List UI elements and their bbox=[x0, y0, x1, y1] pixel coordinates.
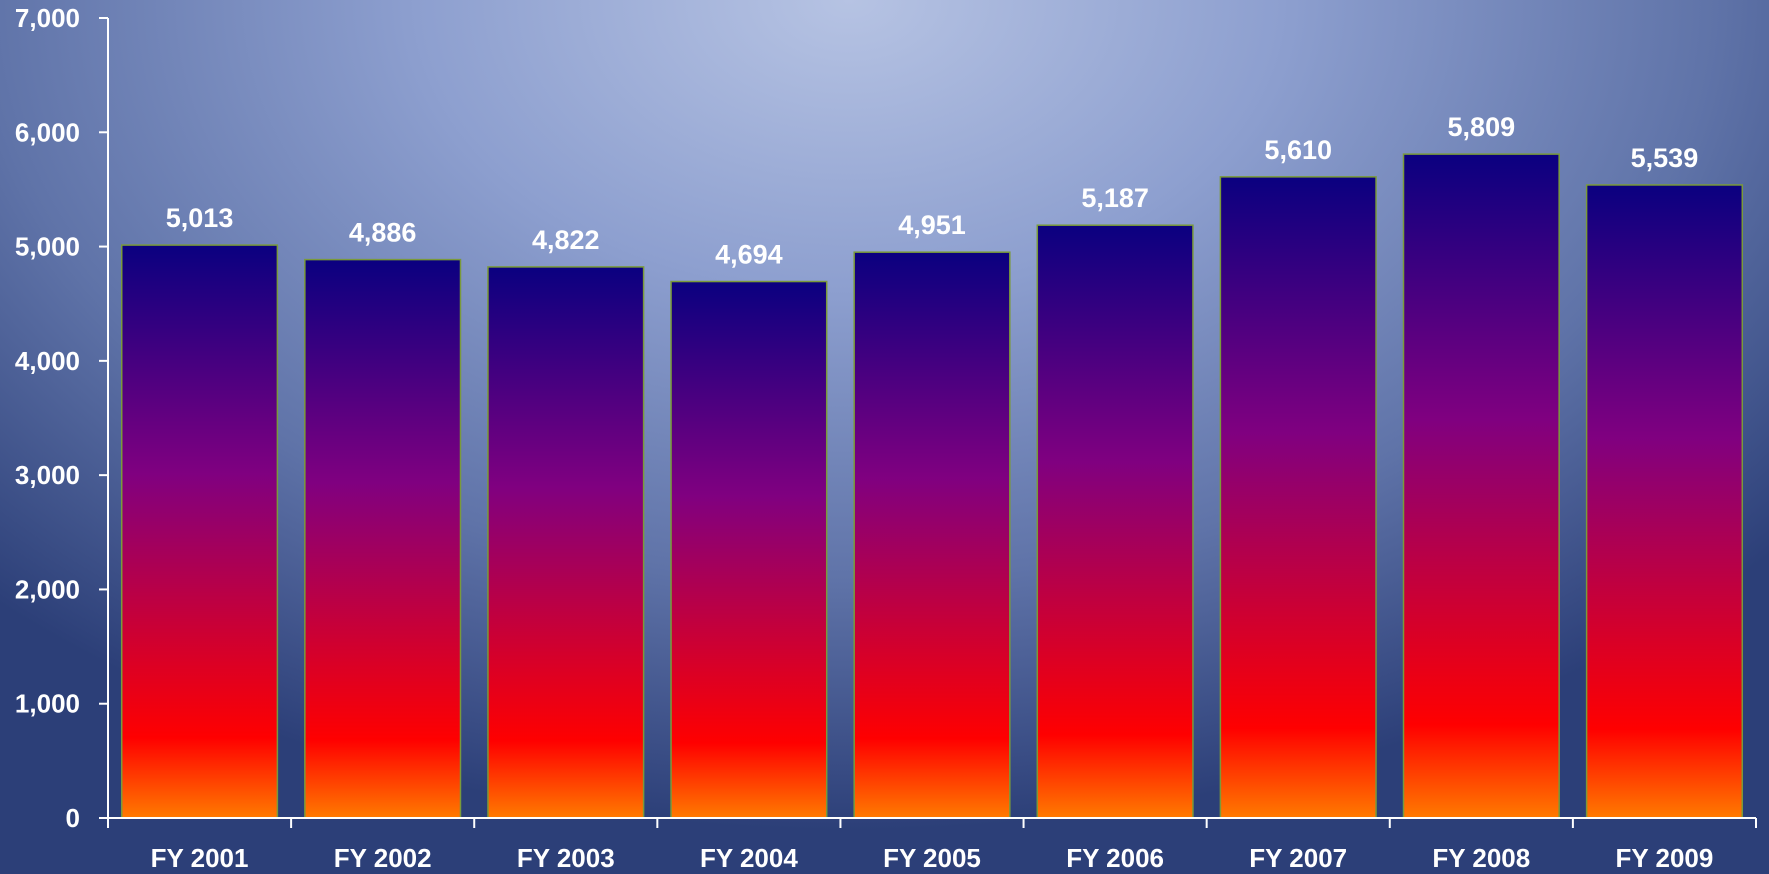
labels-group: 5,013 FY 2001 4,886 FY 2002 4,822 FY 2003 4,69… bbox=[15, 3, 1713, 873]
bar bbox=[120, 244, 279, 819]
y-tick-label: 3,000 bbox=[15, 460, 80, 490]
bar bbox=[304, 258, 462, 819]
bar bbox=[853, 251, 1011, 819]
bar-value-label: 4,886 bbox=[349, 218, 417, 248]
bar bbox=[487, 266, 645, 819]
bar-value-label: 5,187 bbox=[1081, 183, 1149, 213]
axes-group bbox=[107, 18, 1756, 819]
y-tick-label: 2,000 bbox=[15, 574, 80, 604]
x-tick-label: FY 2006 bbox=[1066, 843, 1164, 873]
x-tick-label: FY 2008 bbox=[1432, 843, 1530, 873]
bar-value-label: 4,822 bbox=[532, 225, 600, 255]
bar-value-label: 5,539 bbox=[1631, 143, 1699, 173]
y-tick-label: 7,000 bbox=[15, 3, 80, 33]
x-tick-label: FY 2007 bbox=[1249, 843, 1347, 873]
bar bbox=[1036, 224, 1194, 819]
y-tick-label: 6,000 bbox=[15, 117, 80, 147]
x-tick-label: FY 2004 bbox=[700, 843, 798, 873]
bar bbox=[1585, 184, 1744, 819]
y-tick-label: 4,000 bbox=[15, 346, 80, 376]
y-tick-label: 5,000 bbox=[15, 232, 80, 262]
x-tick-label: FY 2003 bbox=[517, 843, 615, 873]
x-tick-label: FY 2001 bbox=[151, 843, 249, 873]
bar-value-label: 5,610 bbox=[1264, 135, 1332, 165]
bar bbox=[670, 280, 828, 819]
x-tick-label: FY 2009 bbox=[1616, 843, 1714, 873]
x-tick-label: FY 2002 bbox=[334, 843, 432, 873]
x-tick-label: FY 2005 bbox=[883, 843, 981, 873]
bar bbox=[1402, 153, 1560, 819]
bar-value-label: 5,809 bbox=[1448, 112, 1516, 142]
bar bbox=[1219, 176, 1377, 819]
y-tick-label: 0 bbox=[66, 803, 80, 833]
bar-value-label: 5,013 bbox=[166, 203, 234, 233]
bar-value-label: 4,951 bbox=[898, 210, 966, 240]
ticks-group bbox=[99, 17, 1757, 828]
bars-group bbox=[120, 153, 1744, 819]
bar-value-label: 4,694 bbox=[715, 240, 783, 270]
y-tick-label: 1,000 bbox=[15, 689, 80, 719]
